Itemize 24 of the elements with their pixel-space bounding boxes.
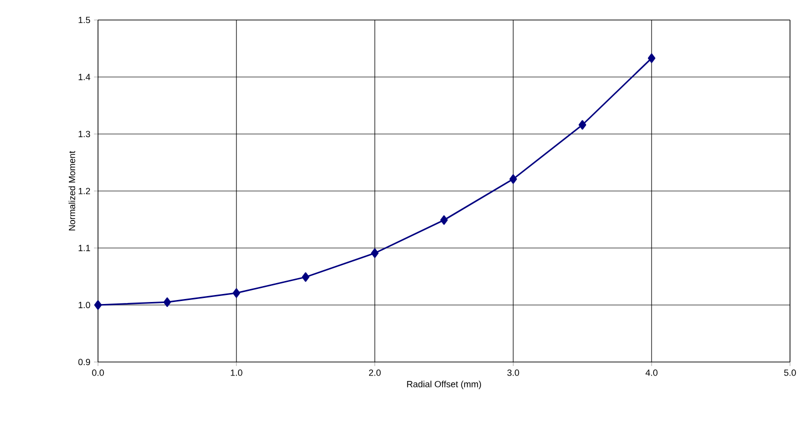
y-tick-label: 1.5 [78,16,90,24]
point [163,297,171,307]
y-tick-label: 0.9 [78,358,90,366]
point [648,53,656,63]
point [440,215,448,225]
point [232,288,240,298]
point [578,120,586,130]
x-tick-label: 2.0 [369,370,381,376]
y-tick-label: 1.3 [78,130,90,138]
x-tick-label: 0.0 [92,370,104,376]
y-axis-title: Normalized Moment [68,150,76,230]
y-tick-label: 1.2 [78,188,90,194]
x-axis-title: Radial Offset (mm) [407,380,481,390]
x-tick-label: 3.0 [507,370,520,376]
y-tick-label: 1.1 [78,244,90,252]
y-tick-label: 1.4 [78,74,90,80]
y-tick-label: 1.0 [78,302,90,308]
x-tick-label: 4.0 [646,370,658,376]
point [509,174,517,184]
point [302,272,310,282]
x-tick-label: 5.0 [784,370,796,376]
point [94,300,102,310]
point [371,248,379,258]
x-tick-label: 1.0 [230,370,242,376]
